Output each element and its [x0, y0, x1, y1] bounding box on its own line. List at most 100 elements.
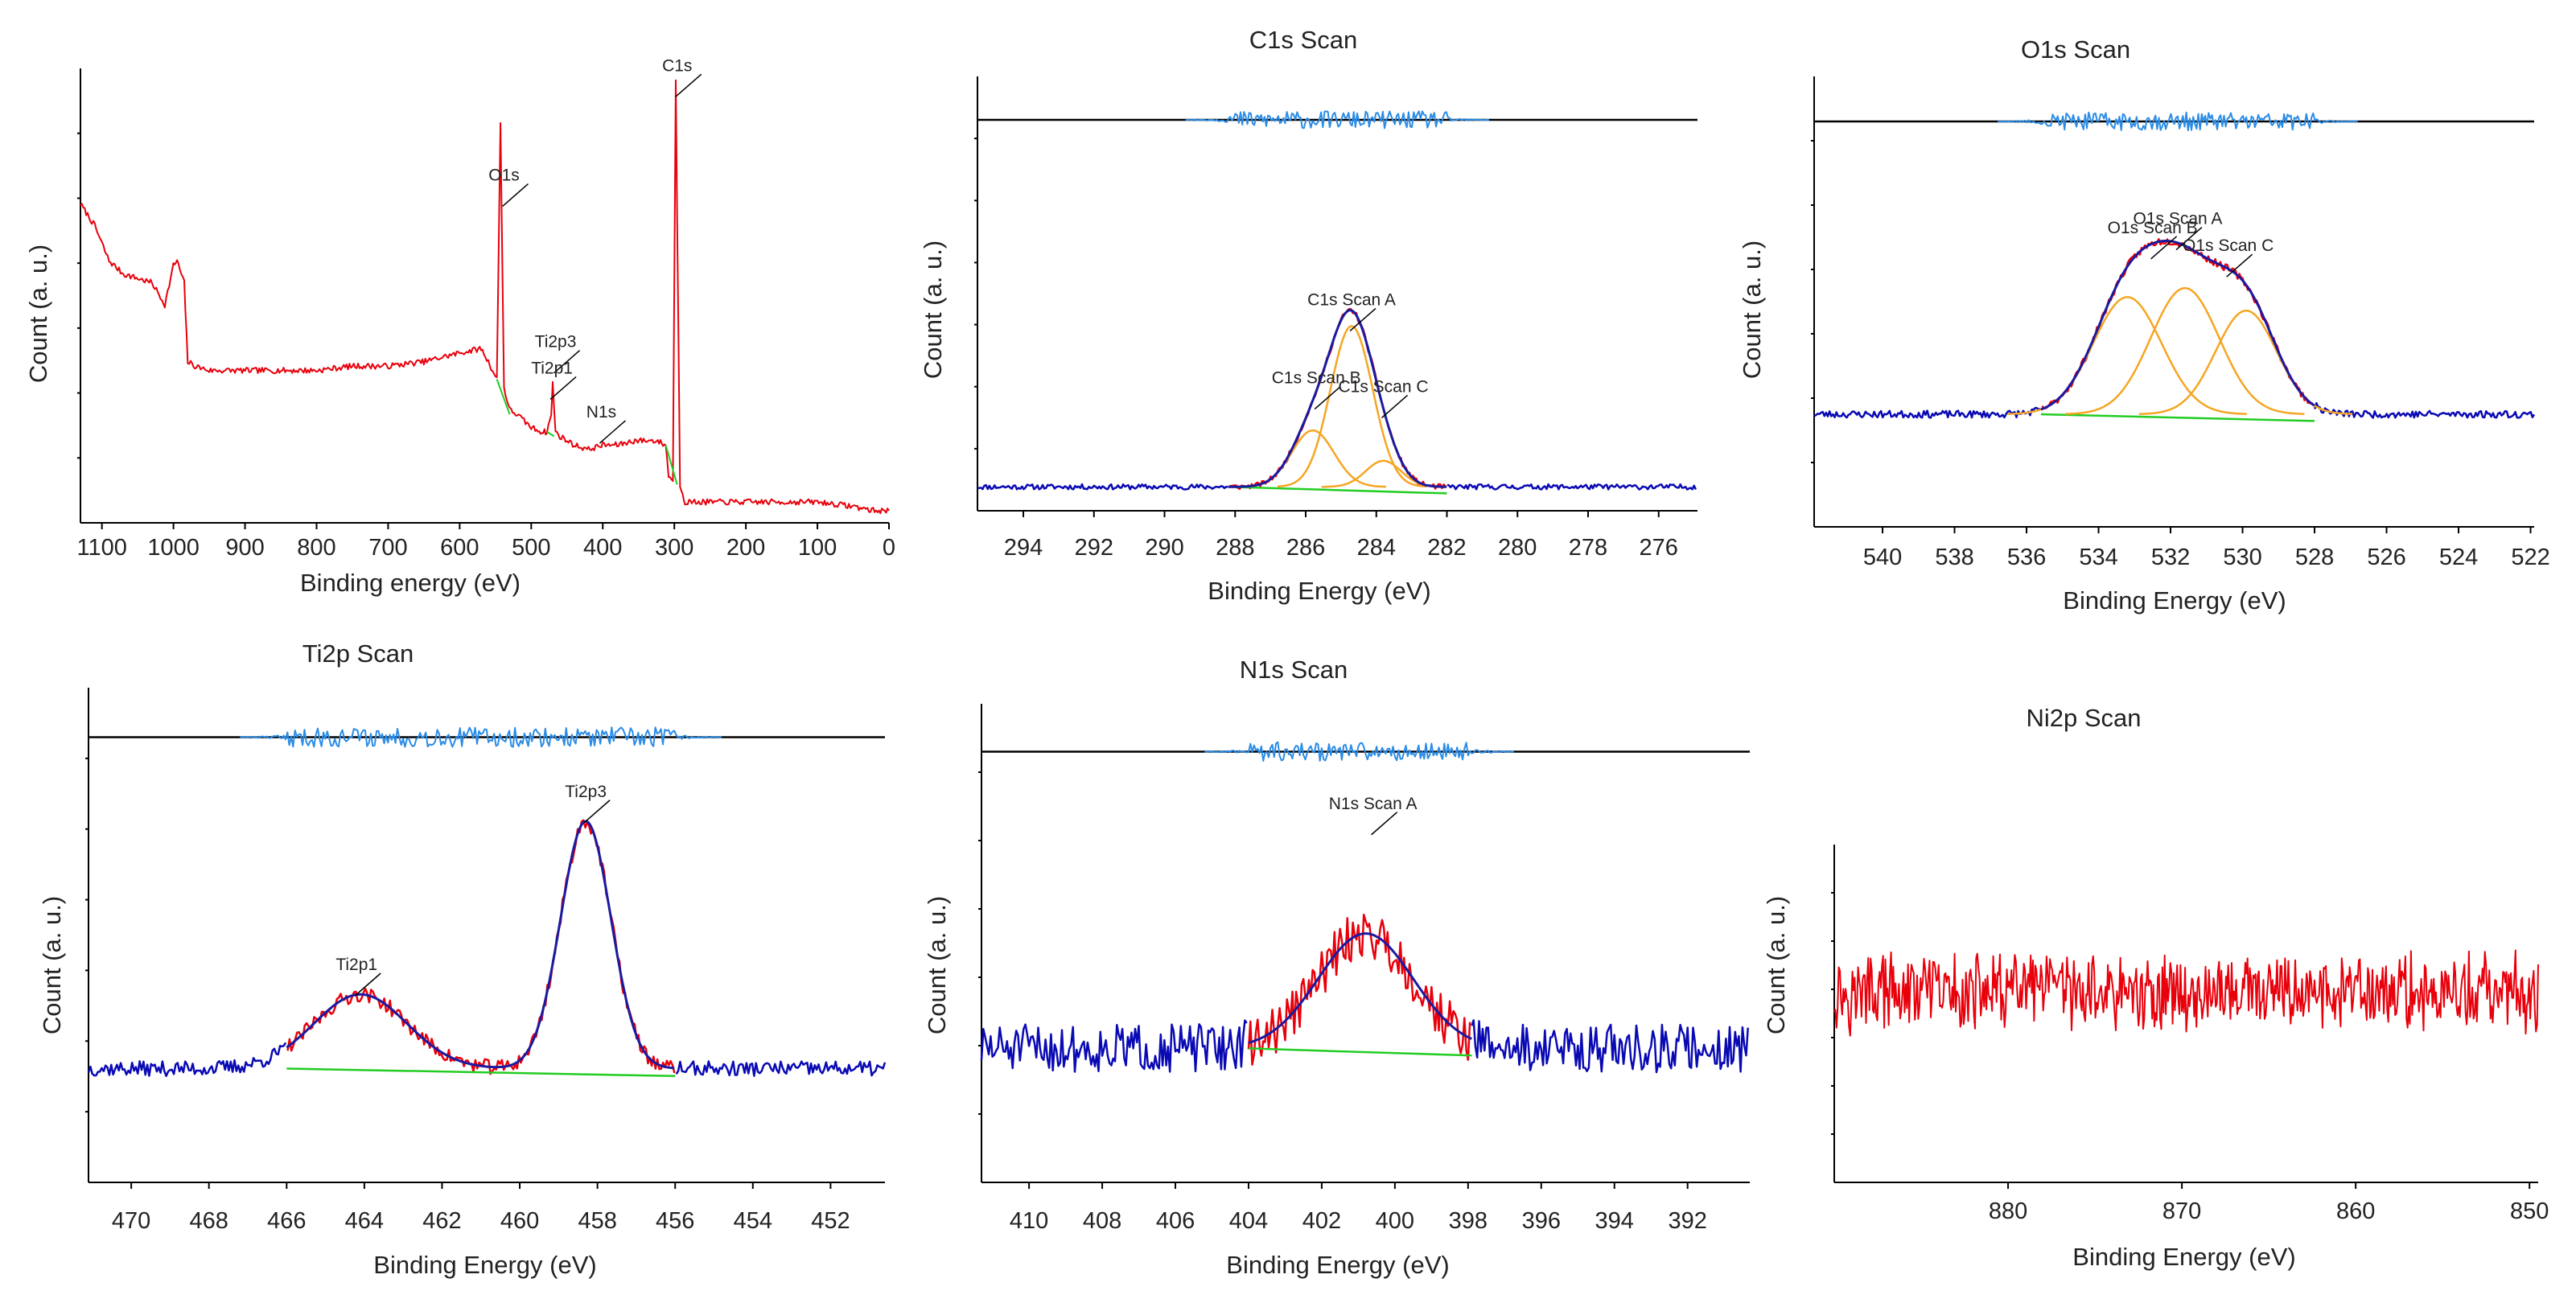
c1s-x-tick-label: 282	[1427, 535, 1466, 561]
ti2p-panel: Ti2p Scan 470 468 466 464 462 460 458 456 454 452…	[38, 639, 887, 1279]
ti2p-x-tick-label: 458	[578, 1208, 616, 1234]
o1s-baseline-line	[2040, 413, 2315, 422]
survey-annotation-leader	[502, 183, 529, 208]
c1s-x-tick-label: 284	[1357, 535, 1396, 561]
ti2p-annotation-label: Ti2p1	[335, 956, 377, 974]
n1s-raw-data-line	[1471, 1019, 1749, 1074]
survey-annotation-label: Ti2p1	[531, 359, 573, 377]
ni2p-panel: Ni2p Scan 880 870 860 850 Binding Energy (e…	[1762, 704, 2549, 1271]
ti2p-x-tick-label: 456	[656, 1208, 694, 1234]
ni2p-x-axis-label: Binding Energy (eV)	[2072, 1243, 2295, 1271]
c1s-fit-region-data-line	[1229, 307, 1446, 491]
o1s-raw-data-line	[2314, 401, 2536, 419]
survey-x-tick-label: 700	[368, 535, 407, 561]
survey-x-tick-label: 600	[440, 535, 479, 561]
o1s-component-peak	[2064, 286, 2305, 415]
o1s-x-tick-label: 530	[2223, 545, 2261, 570]
o1s-x-tick-label: 532	[2151, 545, 2190, 570]
survey-x-tick-label: 900	[225, 535, 264, 561]
o1s-annotation-leader	[2175, 227, 2203, 251]
c1s-title: C1s Scan	[1249, 26, 1357, 54]
survey-annotation-label: N1s	[586, 403, 616, 421]
survey-annotation-leader	[553, 350, 581, 374]
ti2p-x-tick-label: 468	[190, 1208, 228, 1234]
n1s-panel: N1s Scan 410 408 406 404 402 400 398 396 394 392 N…	[923, 656, 1750, 1279]
n1s-x-tick-label: 406	[1156, 1208, 1195, 1234]
survey-x-axis-label: Binding energy (eV)	[300, 569, 521, 597]
ni2p-spectrum-line	[1833, 949, 2539, 1037]
c1s-panel: C1s Scan 294 292 290 288 286 284 282 280 278 276 C…	[919, 26, 1697, 605]
survey-annotation-label: Ti2p3	[535, 333, 577, 352]
ni2p-title: Ni2p Scan	[2026, 704, 2141, 732]
o1s-fit-envelope-line	[2040, 240, 2315, 411]
c1s-component-peak	[1277, 325, 1426, 488]
survey-x-tick-label: 400	[583, 535, 622, 561]
survey-background-segment	[665, 445, 678, 485]
n1s-raw-data-line	[980, 1019, 1248, 1073]
ti2p-x-tick-label: 454	[734, 1208, 772, 1234]
c1s-baseline-line	[1228, 486, 1447, 495]
n1s-x-tick-label: 398	[1449, 1208, 1488, 1234]
ni2p-y-axis-label: Count (a. u.)	[1762, 896, 1790, 1034]
o1s-fit-region-data-line	[2041, 238, 2314, 409]
ti2p-x-tick-label: 460	[500, 1208, 539, 1234]
ti2p-raw-data-line	[675, 1060, 887, 1077]
ti2p-annotation-leader	[583, 800, 611, 824]
ti2p-x-axis-label: Binding Energy (eV)	[373, 1251, 596, 1279]
survey-spectrum-line	[80, 79, 890, 515]
n1s-plot: 410 408 406 404 402 400 398 396 394 392 N1s Scan A	[978, 704, 1750, 1234]
o1s-x-axis-label: Binding Energy (eV)	[2063, 586, 2286, 615]
ti2p-plot: 470 468 466 464 462 460 458 456 454 452 Ti2p3 Ti2p1	[85, 688, 887, 1234]
survey-x-tick-label: 1100	[76, 535, 126, 561]
survey-annotation-leader	[549, 376, 577, 400]
n1s-x-tick-label: 400	[1376, 1208, 1414, 1234]
survey-x-tick-label: 300	[655, 535, 693, 561]
c1s-x-tick-label: 278	[1569, 535, 1607, 561]
survey-background-segment	[496, 379, 511, 415]
c1s-annotation-leader	[1381, 394, 1409, 418]
o1s-panel: O1s Scan 540 538 536 534 532 530 528 526 524 522 O…	[1738, 35, 2550, 615]
c1s-residual-line	[1185, 110, 1490, 130]
ti2p-y-axis-label: Count (a. u.)	[38, 896, 66, 1034]
ti2p-annotation-label: Ti2p3	[565, 783, 607, 801]
survey-x-tick-label: 1000	[147, 535, 200, 561]
n1s-x-tick-label: 394	[1595, 1208, 1634, 1234]
c1s-raw-data-line	[1446, 483, 1697, 491]
o1s-annotation-label: O1s Scan C	[2183, 236, 2274, 255]
ti2p-title: Ti2p Scan	[302, 639, 414, 668]
survey-x-tick-label: 500	[512, 535, 550, 561]
survey-annotation-leader	[675, 73, 702, 97]
survey-annotation-leader	[599, 420, 626, 444]
ti2p-annotation-leader	[354, 972, 381, 997]
o1s-x-tick-label: 536	[2007, 545, 2046, 570]
c1s-x-tick-label: 292	[1075, 535, 1113, 561]
ni2p-x-tick-label: 850	[2510, 1198, 2549, 1224]
n1s-x-tick-label: 392	[1668, 1208, 1706, 1234]
n1s-x-tick-label: 410	[1010, 1208, 1048, 1234]
survey-x-tick-label: 800	[297, 535, 335, 561]
n1s-x-tick-label: 396	[1522, 1208, 1561, 1234]
ni2p-x-tick-label: 880	[1989, 1198, 2027, 1224]
ni2p-x-tick-label: 870	[2162, 1198, 2201, 1224]
o1s-annotation-leader	[2150, 236, 2178, 260]
o1s-title: O1s Scan	[2021, 35, 2130, 64]
survey-x-tick-label: 0	[883, 535, 895, 561]
o1s-y-axis-label: Count (a. u.)	[1738, 240, 1766, 379]
o1s-annotation-label: O1s Scan B	[2108, 219, 2198, 237]
survey-y-axis-label: Count (a. u.)	[24, 245, 52, 383]
ti2p-fit-envelope-line	[286, 820, 675, 1070]
n1s-x-axis-label: Binding Energy (eV)	[1226, 1251, 1449, 1279]
o1s-x-tick-label: 534	[2079, 545, 2117, 570]
n1s-fit-envelope-line	[1248, 932, 1472, 1044]
c1s-component-peak	[1321, 459, 1446, 488]
o1s-x-tick-label: 524	[2439, 545, 2478, 570]
n1s-title: N1s Scan	[1240, 656, 1348, 684]
n1s-residual-line	[1204, 741, 1514, 762]
n1s-x-tick-label: 404	[1229, 1208, 1268, 1234]
o1s-component-peak	[2138, 309, 2353, 415]
survey-panel: 1100 1000 900 800 700 600 500 400 300 200 100 0C1sO…	[24, 56, 895, 597]
ni2p-x-tick-label: 860	[2336, 1198, 2375, 1224]
ti2p-baseline-line	[286, 1067, 676, 1078]
c1s-annotation-label: C1s Scan C	[1339, 377, 1429, 396]
o1s-plot: 540 538 536 534 532 530 528 526 524 522 O1s Scan A…	[1811, 76, 2550, 570]
